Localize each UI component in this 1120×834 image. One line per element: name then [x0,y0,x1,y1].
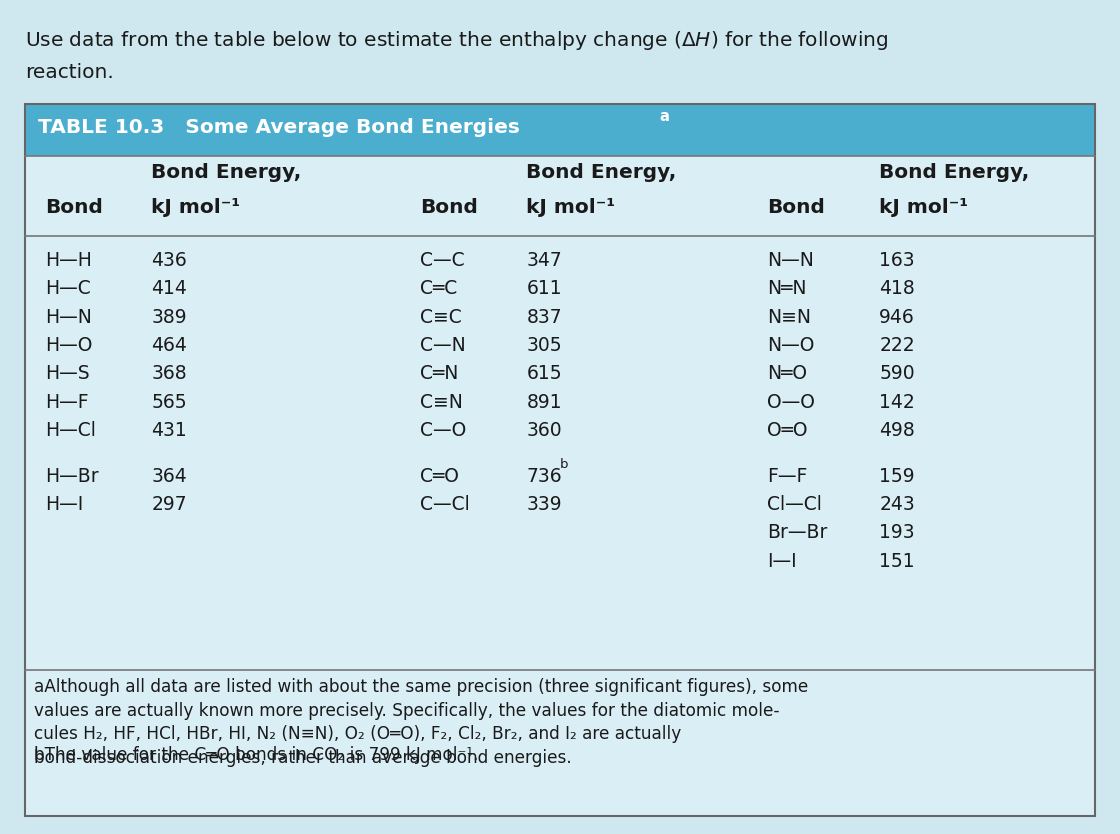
Text: Bond Energy,: Bond Energy, [151,163,301,182]
Text: 414: 414 [151,279,187,299]
Text: 389: 389 [151,308,187,327]
Text: O—O: O—O [767,393,815,412]
Text: C—O: C—O [420,421,466,440]
Text: Use data from the table below to estimate the enthalpy change ($\mathit{\Delta H: Use data from the table below to estimat… [25,29,888,53]
Text: 222: 222 [879,336,915,355]
Text: aAlthough all data are listed with about the same precision (three significant f: aAlthough all data are listed with about… [34,678,808,766]
Text: 368: 368 [151,364,187,384]
Text: kJ mol⁻¹: kJ mol⁻¹ [151,198,241,217]
Text: H—N: H—N [45,308,92,327]
Text: 736: 736 [526,466,562,485]
Text: 151: 151 [879,551,915,570]
Text: 159: 159 [879,466,915,485]
Text: 243: 243 [879,495,915,514]
Text: N═N: N═N [767,279,806,299]
Text: H—H: H—H [45,251,92,270]
Text: Cl—Cl: Cl—Cl [767,495,822,514]
Text: H—F: H—F [45,393,88,412]
Text: 418: 418 [879,279,915,299]
Text: 305: 305 [526,336,562,355]
Text: Bond Energy,: Bond Energy, [879,163,1029,182]
Text: bThe value for the C═O bonds in CO₂ is 799 kJ mol⁻¹.: bThe value for the C═O bonds in CO₂ is 7… [34,746,478,765]
Text: 193: 193 [879,523,915,542]
Text: C—N: C—N [420,336,466,355]
Text: 360: 360 [526,421,562,440]
Text: 142: 142 [879,393,915,412]
Text: H—Cl: H—Cl [45,421,95,440]
Text: 297: 297 [151,495,187,514]
Text: N—O: N—O [767,336,814,355]
Text: N═O: N═O [767,364,808,384]
Text: H—I: H—I [45,495,83,514]
Text: N—N: N—N [767,251,814,270]
Text: 837: 837 [526,308,562,327]
Text: Bond Energy,: Bond Energy, [526,163,676,182]
Text: C═C: C═C [420,279,457,299]
Text: 339: 339 [526,495,562,514]
Text: H—O: H—O [45,336,92,355]
Text: 347: 347 [526,251,562,270]
Text: 891: 891 [526,393,562,412]
Text: Bond: Bond [767,198,825,217]
Text: 615: 615 [526,364,562,384]
Text: F—F: F—F [767,466,808,485]
Text: C═O: C═O [420,466,459,485]
Text: 611: 611 [526,279,562,299]
Text: reaction.: reaction. [25,63,113,82]
Text: 436: 436 [151,251,187,270]
Text: C═N: C═N [420,364,458,384]
Text: C≡C: C≡C [420,308,461,327]
Text: I—I: I—I [767,551,796,570]
Text: 163: 163 [879,251,915,270]
Text: a: a [660,109,670,124]
Text: C≡N: C≡N [420,393,463,412]
Text: H—Br: H—Br [45,466,99,485]
Text: C—C: C—C [420,251,465,270]
Text: O═O: O═O [767,421,808,440]
Text: 498: 498 [879,421,915,440]
Text: 364: 364 [151,466,187,485]
Text: b: b [560,458,569,471]
Text: H—S: H—S [45,364,90,384]
Text: 464: 464 [151,336,187,355]
Text: 946: 946 [879,308,915,327]
Text: Bond: Bond [420,198,478,217]
Text: C—Cl: C—Cl [420,495,469,514]
Text: N≡N: N≡N [767,308,811,327]
Text: 565: 565 [151,393,187,412]
Text: kJ mol⁻¹: kJ mol⁻¹ [526,198,616,217]
Text: kJ mol⁻¹: kJ mol⁻¹ [879,198,969,217]
Text: H—C: H—C [45,279,91,299]
Text: Br—Br: Br—Br [767,523,828,542]
Text: 431: 431 [151,421,187,440]
Text: 590: 590 [879,364,915,384]
Text: Bond: Bond [45,198,103,217]
Text: TABLE 10.3   Some Average Bond Energies: TABLE 10.3 Some Average Bond Energies [38,118,520,137]
